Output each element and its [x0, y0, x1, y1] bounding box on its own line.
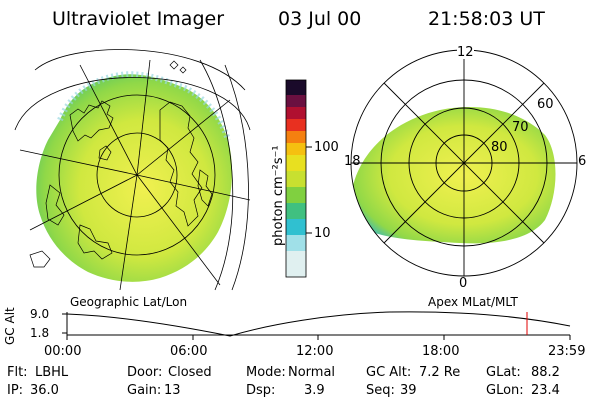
lat-label-80: 80: [491, 140, 508, 155]
glat-label: GLat:: [486, 365, 521, 380]
altitude-xtick-0000: 00:00: [44, 344, 82, 359]
polar-aurora-image: [351, 107, 556, 244]
geo-grid: [14, 49, 251, 291]
mlt-label-6: 6: [578, 154, 587, 169]
colorbar-tick-10: 10: [314, 226, 331, 241]
gain-value: 13: [164, 383, 181, 398]
door-value: Closed: [168, 365, 212, 380]
mlt-label-18: 18: [344, 154, 361, 169]
geo-map-label: Geographic Lat/Lon: [70, 295, 188, 309]
altitude-xtick-1800: 18:00: [422, 344, 460, 359]
geo-aurora-image: [36, 74, 233, 282]
altitude-ytick-top: 9.0: [30, 307, 50, 321]
instrument-title: Ultraviolet Imager: [52, 8, 225, 30]
lat-label-60: 60: [537, 97, 554, 112]
altitude-curve: [66, 311, 571, 337]
altitude-ytick-bottom: 1.8: [30, 326, 50, 340]
header-date: 03 Jul 00: [278, 8, 362, 30]
dsp-value: 3.9: [304, 383, 325, 398]
glon-value: 23.4: [531, 383, 560, 398]
seq-label: Seq:: [366, 383, 395, 398]
geo-coastlines: [29, 60, 213, 268]
filter-label: Flt:: [7, 365, 28, 380]
mlt-label-12: 12: [457, 45, 474, 60]
door-label: Door:: [127, 365, 163, 380]
seq-value: 39: [400, 383, 417, 398]
filter-value: LBHL: [35, 365, 69, 380]
colorbar: [285, 79, 312, 278]
colorbar-unit-label: photon cm⁻²s⁻¹: [271, 145, 286, 246]
altitude-xtick-0600: 06:00: [170, 344, 208, 359]
mode-label: Mode:: [246, 365, 286, 380]
gcalt-label: GC Alt:: [366, 365, 412, 380]
header-time: 21:58:03 UT: [428, 8, 545, 30]
altitude-axis-label: GC Alt: [3, 307, 17, 345]
gain-label: Gain:: [127, 383, 162, 398]
lat-label-70: 70: [512, 120, 529, 135]
glat-value: 88.2: [531, 365, 560, 380]
colorbar-tick-100: 100: [314, 140, 339, 155]
mlt-label-0: 0: [459, 276, 468, 291]
mode-value: Normal: [288, 365, 336, 380]
geo-edge-speckle: [57, 71, 231, 141]
geographic-map: [14, 49, 251, 291]
altitude-xtick-1200: 12:00: [296, 344, 334, 359]
ip-value: 36.0: [30, 383, 59, 398]
polar-plot-label: Apex MLat/MLT: [428, 295, 518, 309]
altitude-xtick-2359: 23:59: [548, 344, 586, 359]
glon-label: GLon:: [486, 383, 524, 398]
dsp-label: Dsp:: [246, 383, 276, 398]
polar-plot: [350, 49, 578, 277]
gcalt-value: 7.2 Re: [419, 365, 461, 380]
ip-label: IP:: [7, 383, 24, 398]
altitude-strip: [62, 311, 571, 340]
